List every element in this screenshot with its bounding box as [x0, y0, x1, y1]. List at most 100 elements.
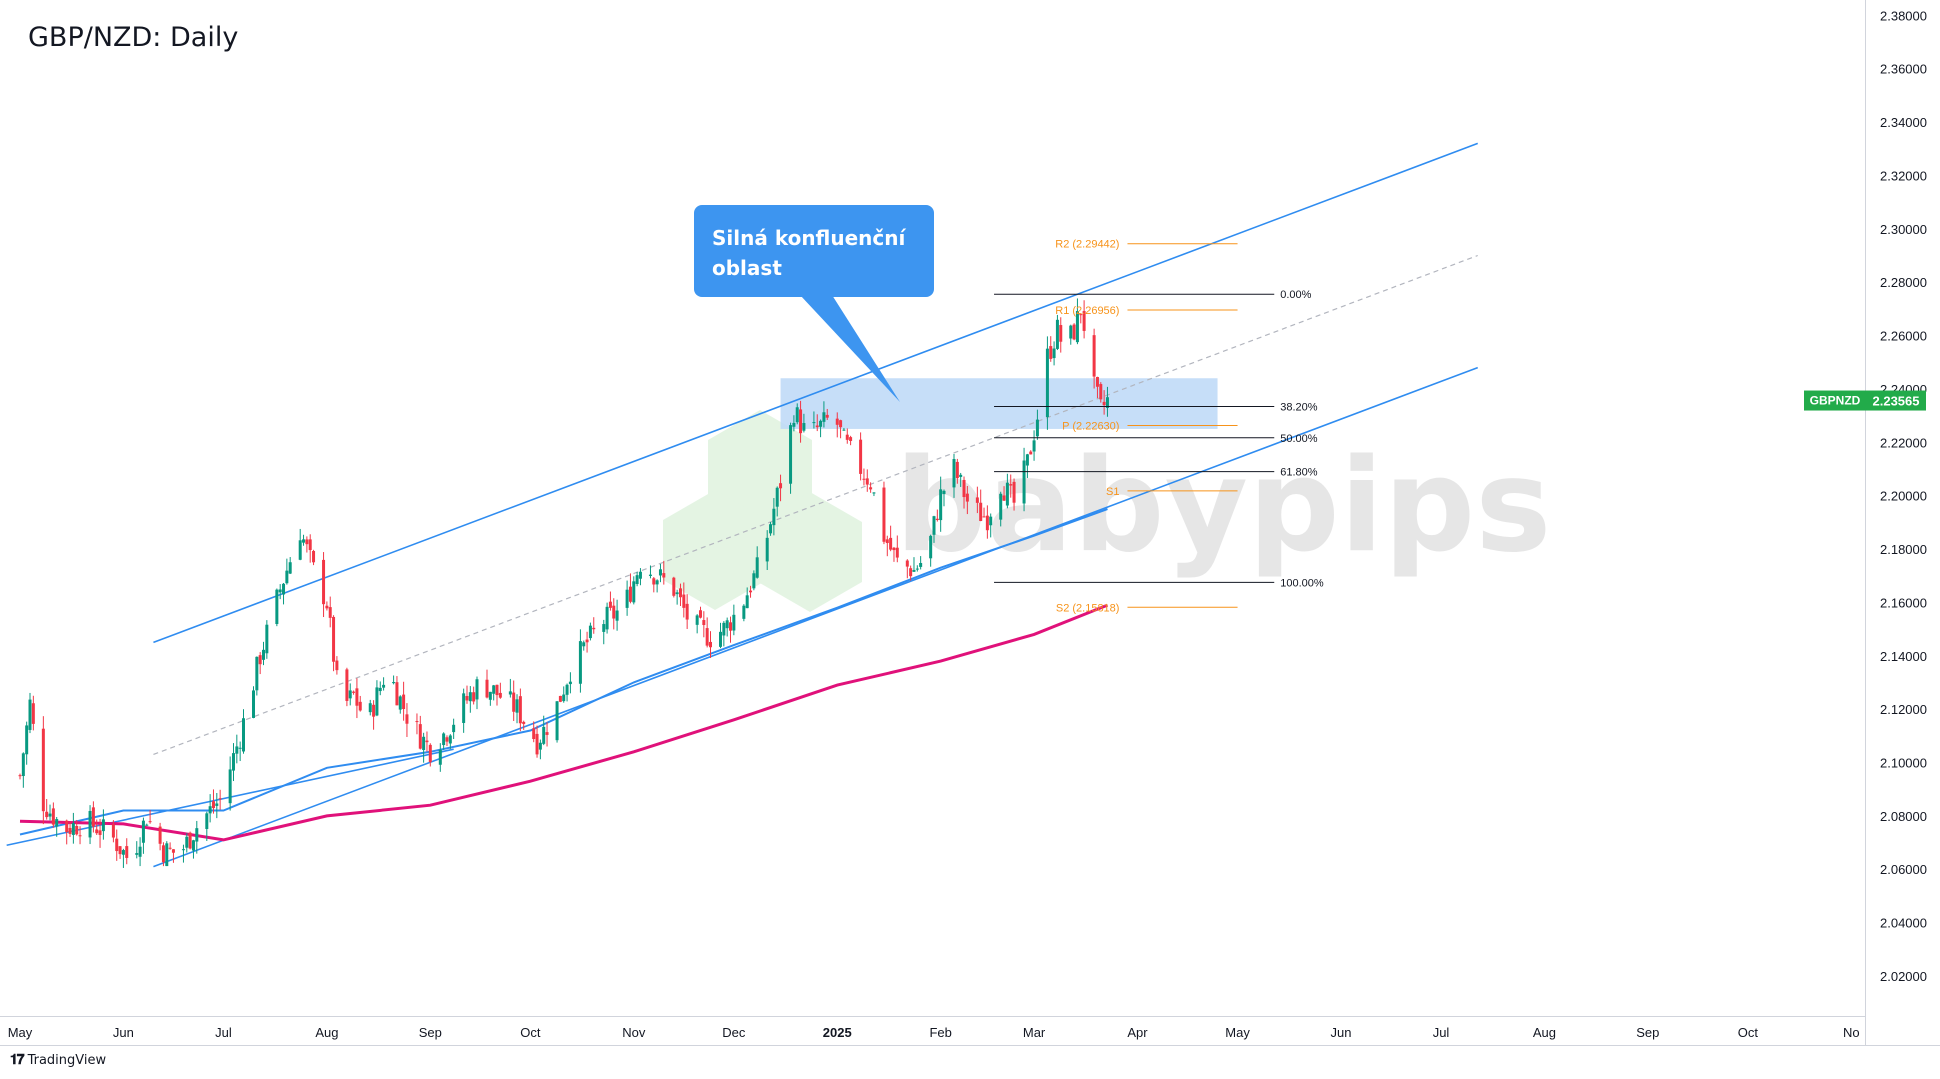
candle-body: [332, 616, 336, 662]
candle-body: [819, 420, 823, 427]
candle-body: [752, 573, 756, 589]
candle-body: [211, 801, 215, 809]
candle-body: [348, 690, 352, 699]
candle-body: [335, 660, 339, 671]
time-axis-label: Sep: [1636, 1025, 1659, 1040]
chart-title: GBP/NZD: Daily: [28, 22, 239, 53]
pivot-level-label: S1: [1106, 486, 1119, 498]
candle-body: [625, 589, 629, 608]
candle-body: [442, 733, 446, 746]
candle-body: [865, 478, 869, 485]
candle-body: [709, 641, 713, 648]
time-axis-label: Nov: [622, 1025, 646, 1040]
candle-body: [345, 669, 349, 701]
candle-body: [608, 601, 612, 608]
candle-body: [812, 422, 816, 424]
candle-body: [228, 769, 232, 804]
candle-body: [145, 824, 149, 826]
candle-body: [452, 724, 456, 733]
candle-body: [378, 687, 382, 692]
candle-body: [498, 692, 502, 698]
candle-body: [815, 425, 819, 428]
candle-body: [1005, 482, 1009, 506]
trendline-channel-mid: [153, 254, 1478, 756]
candle-body: [522, 721, 526, 724]
candle-body: [488, 691, 492, 700]
pivot-level-label: P (2.22630): [1062, 420, 1119, 432]
candle-body: [702, 620, 706, 626]
candle-body: [745, 595, 749, 609]
candle-body: [302, 539, 306, 543]
candle-body: [1052, 348, 1056, 359]
candle-body: [662, 573, 666, 578]
candle-body: [118, 846, 122, 855]
candle-body: [885, 539, 889, 544]
candle-body: [402, 694, 406, 710]
candle-body: [685, 603, 689, 620]
candle-body: [195, 828, 199, 842]
watermark-text: babypips: [895, 432, 1551, 581]
candle-body: [111, 824, 115, 838]
candle-body: [45, 811, 49, 818]
candle-body: [1099, 384, 1103, 400]
candle-body: [101, 819, 105, 832]
candle-body: [912, 570, 916, 572]
time-axis-label: Jun: [1330, 1025, 1351, 1040]
candle-body: [305, 539, 309, 545]
candle-body: [555, 701, 559, 741]
candle-body: [515, 699, 519, 713]
candle-body: [382, 684, 386, 688]
candle-body: [655, 580, 659, 585]
candle-body: [468, 692, 472, 702]
candle-body: [882, 487, 886, 542]
time-axis-label: Dec: [722, 1025, 746, 1040]
candle-body: [28, 699, 32, 730]
candle-body: [859, 439, 863, 474]
candle-body: [258, 655, 262, 665]
candle-body: [1049, 346, 1053, 359]
candle-body: [235, 746, 239, 754]
candle-body: [585, 639, 589, 643]
time-axis-label: Mar: [1023, 1025, 1046, 1040]
candle-body: [1022, 460, 1026, 504]
price-axis-label: 2.30000: [1880, 222, 1927, 237]
candle-body: [772, 508, 776, 526]
candle-body: [322, 559, 326, 605]
candle-body: [545, 732, 549, 735]
candle-body: [288, 562, 292, 574]
candle-body: [328, 607, 332, 618]
fib-level-label: 50.00%: [1280, 433, 1318, 445]
candle-body: [121, 850, 125, 855]
candle-body: [462, 693, 466, 723]
candle-body: [558, 695, 562, 702]
babypips-watermark: babypips: [663, 410, 1551, 612]
price-axis-label: 2.02000: [1880, 969, 1927, 984]
candle-body: [612, 605, 616, 619]
candle-body: [21, 753, 25, 777]
candle-body: [675, 592, 679, 595]
candle-body: [148, 821, 152, 823]
confluence-zone: [780, 378, 1218, 429]
price-axis-label: 2.20000: [1880, 489, 1927, 504]
price-axis-label: 2.36000: [1880, 62, 1927, 77]
price-axis-label: 2.06000: [1880, 862, 1927, 877]
candle-body: [485, 679, 489, 698]
candle-body: [919, 562, 923, 567]
candle-body: [1082, 311, 1086, 331]
candle-body: [889, 537, 893, 550]
candle-body: [799, 409, 803, 434]
time-axis-label: Aug: [1533, 1025, 1556, 1040]
candle-body: [405, 714, 409, 724]
candle-body: [895, 547, 899, 558]
candle-body: [638, 571, 642, 579]
tradingview-footer[interactable]: 𝟏𝟕 TradingView: [10, 1052, 106, 1068]
candle-body: [285, 570, 289, 584]
candle-body: [312, 550, 316, 563]
candle-body: [779, 483, 783, 489]
candle-body: [985, 515, 989, 531]
callout-line-1: Silná konfluenční: [712, 226, 906, 250]
price-axis-label: 2.16000: [1880, 595, 1927, 610]
